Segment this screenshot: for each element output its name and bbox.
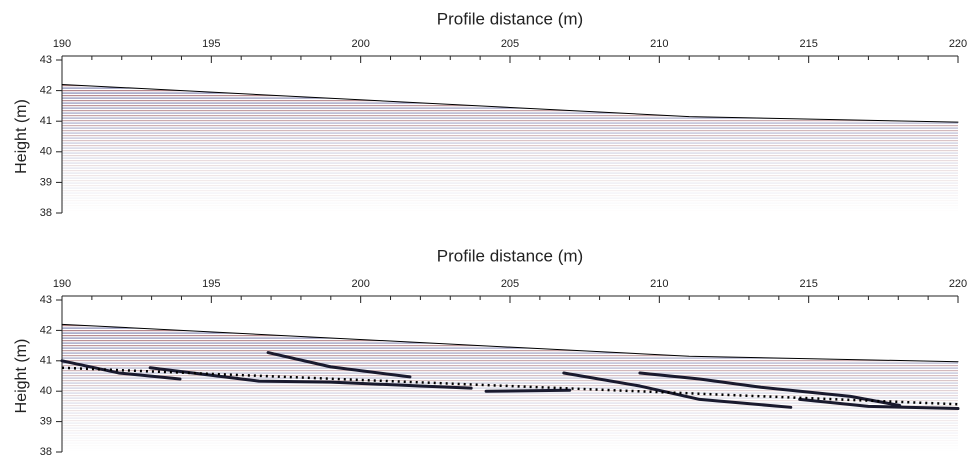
radargram [62, 84, 958, 213]
y-tick-label: 43 [40, 294, 52, 306]
y-tick-label: 43 [40, 54, 52, 66]
x-tick-label: 200 [351, 38, 369, 50]
x-tick-label: 210 [650, 38, 668, 50]
y-tick-label: 39 [40, 176, 52, 188]
x-tick-label: 190 [53, 278, 71, 290]
radargram [62, 324, 958, 452]
y-tick-label: 42 [40, 324, 52, 336]
surface-line [61, 83, 959, 123]
horizon-line [798, 397, 960, 411]
x-axis-title: Profile distance (m) [437, 246, 583, 265]
y-axis-title: Height (m) [13, 99, 30, 174]
x-tick-label: 195 [202, 38, 220, 50]
x-tick-label: 190 [53, 38, 71, 50]
y-tick-label: 42 [40, 85, 52, 97]
x-tick-label: 200 [351, 278, 369, 290]
y-axis-title: Height (m) [13, 339, 30, 414]
x-tick-label: 210 [650, 278, 668, 290]
radargram-fade [62, 90, 958, 213]
y-tick-label: 41 [40, 115, 52, 127]
y-tick-label: 41 [40, 355, 52, 367]
y-tick-label: 40 [40, 385, 52, 397]
x-tick-label: 215 [799, 38, 817, 50]
y-tick-label: 38 [40, 446, 52, 458]
x-tick-label: 195 [202, 278, 220, 290]
x-tick-label: 220 [949, 278, 967, 290]
x-axis-title: Profile distance (m) [437, 9, 583, 28]
panel: Profile distance (m) Height (m) 190 195 200 2… [13, 246, 967, 457]
x-tick-label: 205 [501, 278, 519, 290]
x-tick-label: 215 [799, 278, 817, 290]
y-tick-label: 40 [40, 146, 52, 158]
panel: Profile distance (m) Height (m) 190 195 200 2… [13, 9, 967, 218]
horizon-line [562, 371, 793, 409]
horizon-line [148, 366, 473, 390]
x-tick-label: 205 [501, 38, 519, 50]
horizon-line [60, 359, 182, 381]
horizon-line [266, 351, 412, 379]
horizon-line [484, 388, 572, 393]
x-tick-label: 220 [949, 38, 967, 50]
y-tick-label: 39 [40, 416, 52, 428]
surface-line [61, 323, 959, 363]
y-tick-label: 38 [40, 207, 52, 219]
